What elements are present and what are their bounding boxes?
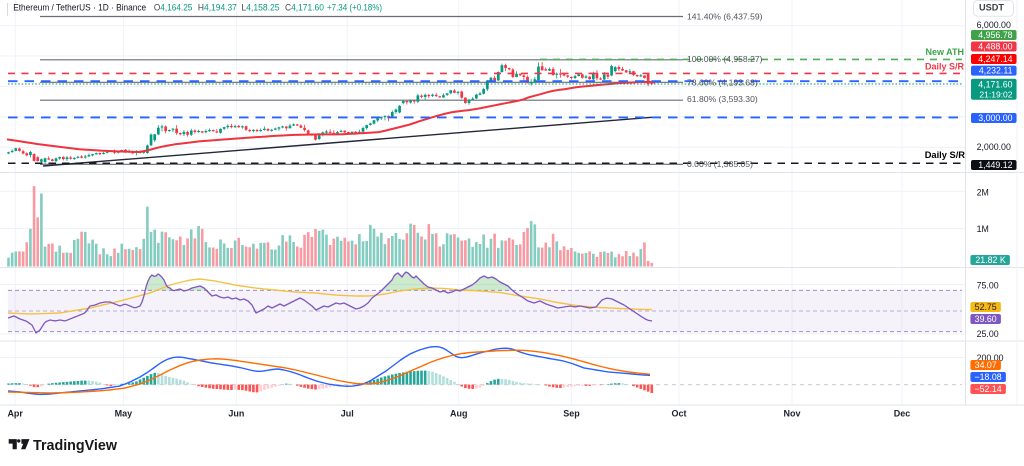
svg-text:+7.34 (+0.18%): +7.34 (+0.18%) (327, 3, 382, 13)
svg-text:4,232.11: 4,232.11 (979, 66, 1013, 76)
svg-text:78.60% (4,193.68): 78.60% (4,193.68) (687, 78, 758, 88)
svg-text:200.00: 200.00 (977, 353, 1004, 363)
svg-text:1,449.12: 1,449.12 (978, 160, 1012, 170)
svg-text:O4,164.25: O4,164.25 (154, 3, 193, 13)
svg-text:52.75: 52.75 (975, 302, 997, 312)
svg-text:6,000.00: 6,000.00 (977, 20, 1011, 30)
svg-text:34.07: 34.07 (975, 360, 997, 370)
svg-text:1M: 1M (977, 224, 989, 234)
svg-text:Ethereum / TetherUS · 1D · Bin: Ethereum / TetherUS · 1D · Binance (13, 3, 146, 13)
svg-text:4,247.14: 4,247.14 (978, 54, 1012, 64)
svg-text:Jul: Jul (341, 408, 354, 418)
svg-text:Dec: Dec (894, 408, 911, 418)
svg-text:L4,158.25: L4,158.25 (242, 3, 280, 13)
svg-text:21:19:02: 21:19:02 (979, 89, 1012, 99)
svg-text:4,171.60: 4,171.60 (978, 80, 1012, 90)
svg-text:C4,171.60: C4,171.60 (285, 3, 324, 13)
svg-text:21.82 K: 21.82 K (975, 255, 1005, 265)
svg-text:75.00: 75.00 (977, 280, 999, 290)
svg-text:4,488.00: 4,488.00 (978, 42, 1012, 52)
svg-text:TradingView: TradingView (33, 438, 118, 454)
svg-text:39.60: 39.60 (975, 314, 997, 324)
svg-text:Apr: Apr (7, 408, 23, 418)
svg-text:−52.14: −52.14 (975, 384, 1002, 394)
svg-text:Daily S/R: Daily S/R (925, 61, 965, 71)
svg-text:25.00: 25.00 (977, 329, 999, 339)
svg-text:USDT: USDT (979, 3, 1004, 13)
svg-text:Aug: Aug (450, 408, 468, 418)
svg-text:100.00% (4,958.27): 100.00% (4,958.27) (687, 54, 763, 64)
svg-text:New ATH: New ATH (925, 47, 964, 57)
svg-text:3,000.00: 3,000.00 (978, 113, 1012, 123)
svg-text:0.00% (1,385.05): 0.00% (1,385.05) (687, 159, 753, 169)
svg-text:May: May (115, 408, 133, 418)
svg-text:2,000.00: 2,000.00 (977, 142, 1011, 152)
svg-text:−18.08: −18.08 (975, 372, 1002, 382)
svg-text:Oct: Oct (671, 408, 686, 418)
svg-text:Jun: Jun (228, 408, 244, 418)
svg-text:61.80% (3,593.30): 61.80% (3,593.30) (687, 94, 758, 104)
svg-text:Sep: Sep (563, 408, 580, 418)
svg-text:Nov: Nov (783, 408, 800, 418)
svg-text:H4,194.37: H4,194.37 (198, 3, 237, 13)
svg-text:141.40% (6,437.59): 141.40% (6,437.59) (687, 11, 763, 21)
svg-text:Daily S/R: Daily S/R (925, 150, 966, 160)
svg-text:2M: 2M (977, 187, 989, 197)
svg-text:4,956.78: 4,956.78 (978, 30, 1012, 40)
